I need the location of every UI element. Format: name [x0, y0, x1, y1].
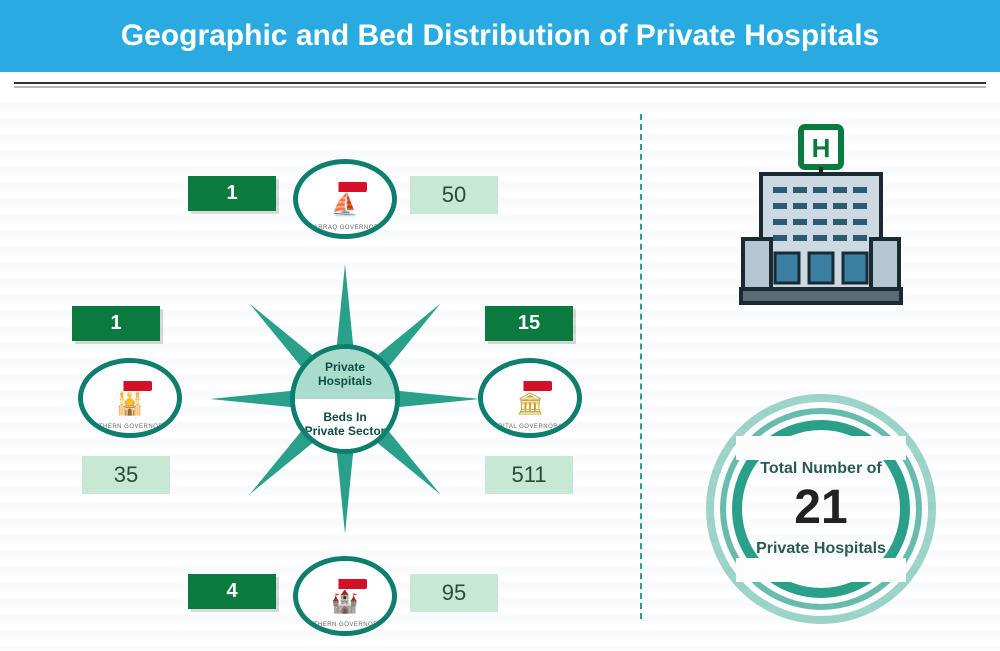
emblem-glyph: 🏰 — [331, 591, 358, 613]
hospital-sign-letter: H — [812, 133, 831, 163]
gov-muharraq-beds: 50 — [410, 176, 498, 214]
total-label-top: Total Number of — [760, 460, 881, 478]
gov-northern-beds: 35 — [82, 456, 170, 494]
emblem-glyph: 🏛 — [516, 393, 544, 415]
gov-muharraq-count: 1 — [188, 176, 276, 211]
gov-name-label: MUHARRAQ GOVERNORATE — [299, 225, 392, 231]
gov-name-label: CAPITAL GOVERNORATE — [489, 424, 571, 430]
summary-panel: H Total Number of 21 Private Hospitals — [642, 94, 1000, 649]
distribution-diagram: Private Hospitals Beds In Private Sector… — [0, 94, 640, 649]
gov-capital-beds: 511 — [485, 456, 573, 494]
gov-name-label: NORTHERN GOVERNORATE — [84, 424, 176, 430]
flag-icon — [323, 182, 367, 192]
flag-icon — [108, 381, 152, 391]
gov-northern-emblem: 🕌 NORTHERN GOVERNORATE — [78, 358, 182, 438]
gov-southern-beds: 95 — [410, 574, 498, 612]
gov-southern-emblem: 🏰 SOUTHERN GOVERNORATE — [293, 556, 397, 636]
emblem-glyph: 🕌 — [116, 393, 143, 415]
flag-icon — [508, 381, 552, 391]
content-area: Private Hospitals Beds In Private Sector… — [0, 94, 1000, 649]
gov-name-label: SOUTHERN GOVERNORATE — [299, 622, 391, 628]
header-bar: Geographic and Bed Distribution of Priva… — [0, 0, 1000, 72]
total-label-bottom: Private Hospitals — [756, 540, 886, 558]
hub-circle: Private Hospitals Beds In Private Sector — [290, 344, 400, 454]
gov-northern-count: 1 — [72, 306, 160, 341]
total-ring: Total Number of 21 Private Hospitals — [706, 394, 936, 624]
separator — [0, 72, 1000, 94]
gov-southern-count: 4 — [188, 574, 276, 609]
hospital-icon: H — [731, 119, 911, 314]
total-number: 21 — [794, 484, 847, 532]
flag-icon — [323, 579, 367, 589]
gov-capital-count: 15 — [485, 306, 573, 341]
hub-top-label: Private Hospitals — [295, 349, 395, 399]
gov-muharraq-emblem: ⛵ MUHARRAQ GOVERNORATE — [293, 159, 397, 239]
emblem-glyph: ⛵ — [331, 194, 358, 216]
gov-capital-emblem: 🏛 CAPITAL GOVERNORATE — [478, 358, 582, 438]
page-title: Geographic and Bed Distribution of Priva… — [121, 19, 879, 53]
